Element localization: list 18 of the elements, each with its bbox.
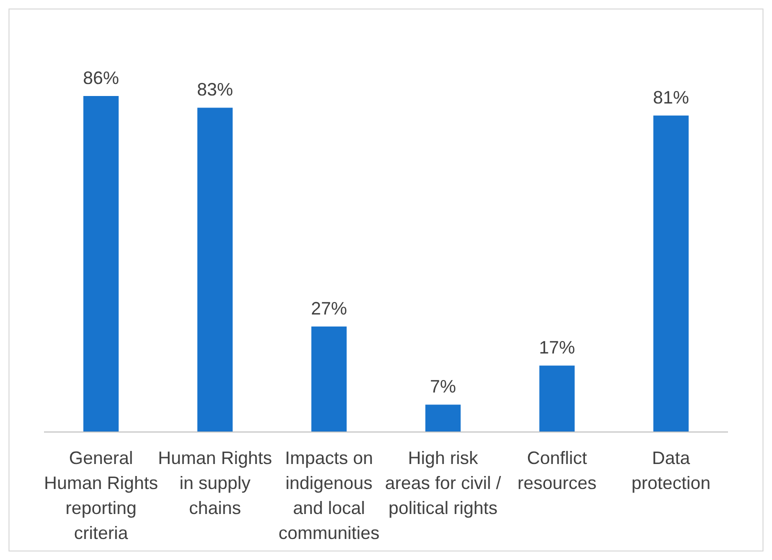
bar bbox=[653, 116, 689, 432]
bar bbox=[425, 404, 461, 432]
x-tick-label: High risk areas for civil / political rights bbox=[384, 448, 502, 518]
data-label: 86% bbox=[82, 68, 120, 88]
bar bbox=[311, 326, 347, 432]
data-label: 27% bbox=[310, 298, 348, 319]
bar bbox=[197, 108, 233, 432]
bar bbox=[83, 96, 119, 432]
data-label: 17% bbox=[538, 338, 576, 358]
bar bbox=[539, 366, 575, 432]
x-tick-label: Data protection bbox=[631, 448, 711, 493]
data-label: 83% bbox=[196, 80, 234, 100]
x-tick-label: Conflict resources bbox=[517, 448, 597, 493]
x-tick-label: Impacts on indigenous and local communities bbox=[278, 448, 380, 543]
x-tick-label: Human Rights in supply chains bbox=[158, 448, 272, 518]
data-label: 81% bbox=[652, 88, 690, 108]
data-label: 7% bbox=[430, 376, 456, 397]
x-tick-label: General Human Rights reporting criteria bbox=[44, 448, 158, 543]
